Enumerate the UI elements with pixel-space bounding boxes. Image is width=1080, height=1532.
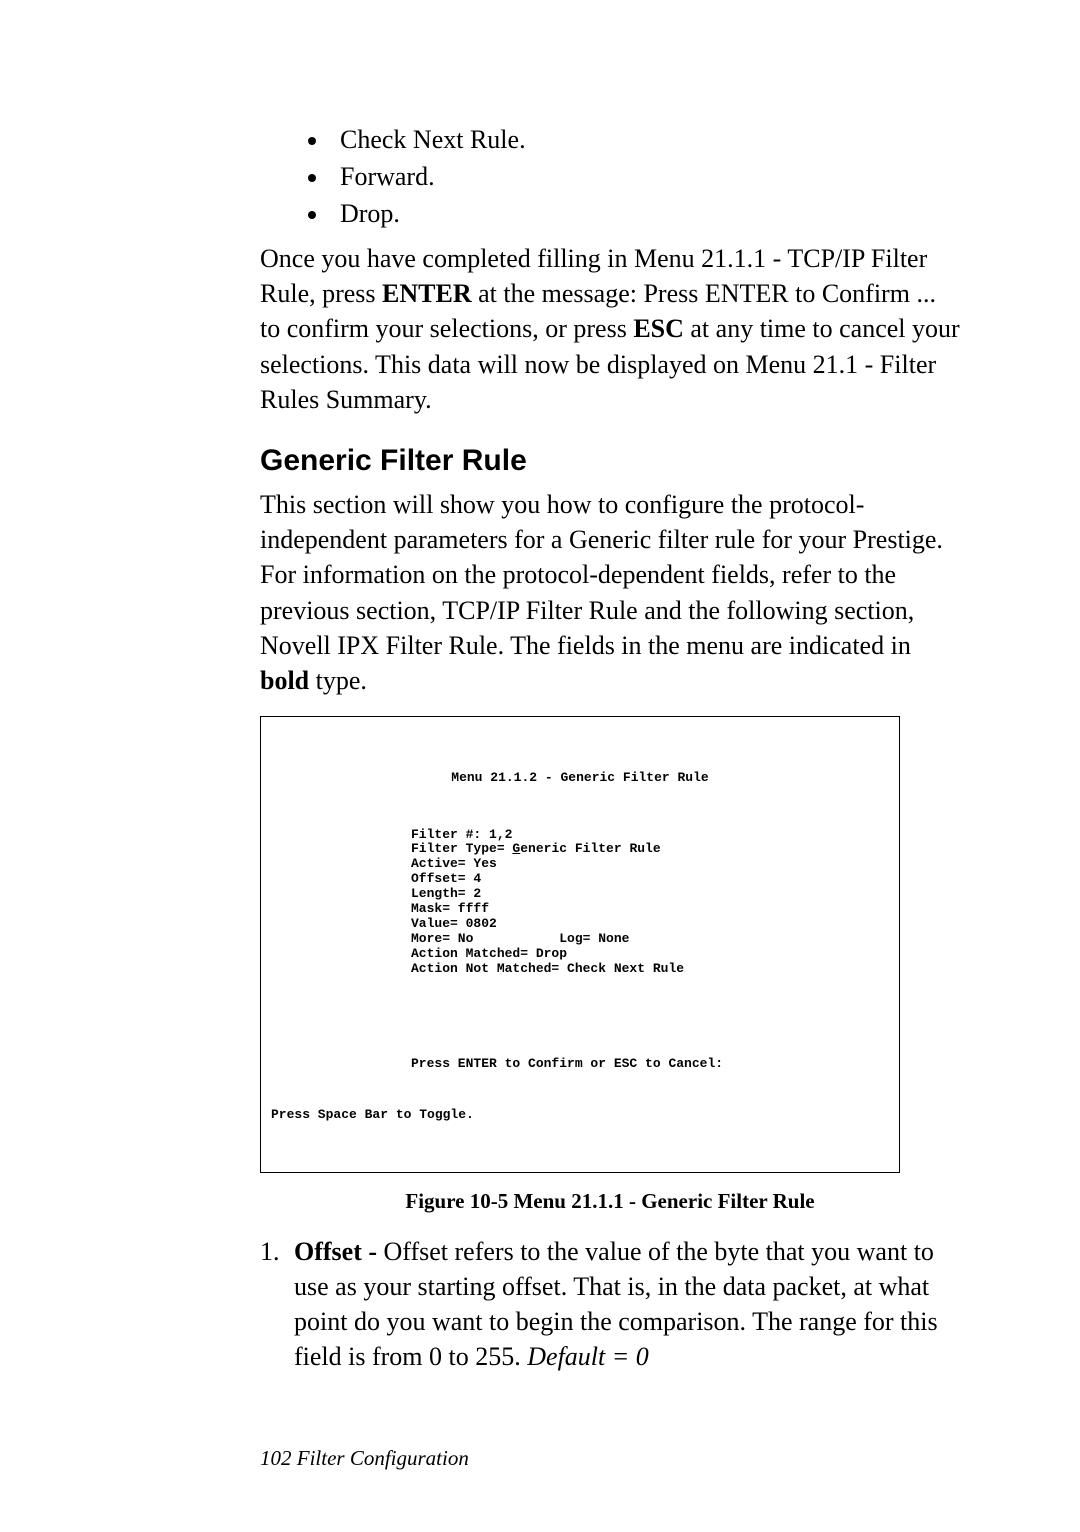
text-run: type. [309, 666, 367, 695]
text-run: This section will show you how to config… [260, 490, 943, 659]
figure-caption: Figure 10-5 Menu 21.1.1 - Generic Filter… [260, 1187, 960, 1215]
text-bold: bold [260, 666, 309, 695]
page-footer: 102 Filter Configuration [260, 1444, 960, 1472]
figure-line: Active= Yes [411, 856, 497, 871]
figure-terminal-box: Menu 21.1.2 - Generic Filter Rule Filter… [260, 716, 900, 1174]
figure-line: eneric Filter Rule [520, 841, 660, 856]
numbered-list: 1. Offset - Offset refers to the value o… [260, 1234, 960, 1374]
figure-line: Action Not Matched= Check Next Rule [411, 961, 684, 976]
list-item: 1. Offset - Offset refers to the value o… [260, 1234, 960, 1374]
paragraph-intro: This section will show you how to config… [260, 487, 960, 698]
figure-line: Offset= 4 [411, 871, 481, 886]
paragraph-confirm: Once you have completed filling in Menu … [260, 241, 960, 416]
section-heading: Generic Filter Rule [260, 441, 960, 482]
figure-confirm-line: Press ENTER to Confirm or ESC to Cancel: [271, 1057, 889, 1072]
figure-line: Mask= ffff [411, 901, 489, 916]
text-bold-esc: ESC [633, 314, 684, 343]
action-bullet-list: Check Next Rule. Forward. Drop. [260, 122, 960, 231]
figure-toggle-line: Press Space Bar to Toggle. [271, 1108, 889, 1123]
figure-body: Filter #: 1,2 Filter Type= Generic Filte… [271, 828, 889, 977]
figure-line: Value= 0802 [411, 916, 497, 931]
figure-line: More= No Log= None [411, 931, 629, 946]
figure-line: Filter Type= [411, 841, 512, 856]
text-bold-enter: ENTER [382, 279, 472, 308]
list-body: Offset - Offset refers to the value of t… [294, 1234, 960, 1374]
figure-line: Length= 2 [411, 886, 481, 901]
figure-title: Menu 21.1.2 - Generic Filter Rule [271, 771, 889, 786]
figure-line: Filter #: 1,2 [411, 827, 512, 842]
list-default: Default = 0 [527, 1342, 649, 1371]
bullet-item: Check Next Rule. [330, 122, 960, 157]
list-number: 1. [260, 1234, 294, 1374]
bullet-item: Forward. [330, 159, 960, 194]
figure-line: Action Matched= Drop [411, 946, 567, 961]
page-content: Check Next Rule. Forward. Drop. Once you… [0, 0, 1080, 1532]
list-term: Offset - [294, 1237, 384, 1266]
bullet-item: Drop. [330, 196, 960, 231]
